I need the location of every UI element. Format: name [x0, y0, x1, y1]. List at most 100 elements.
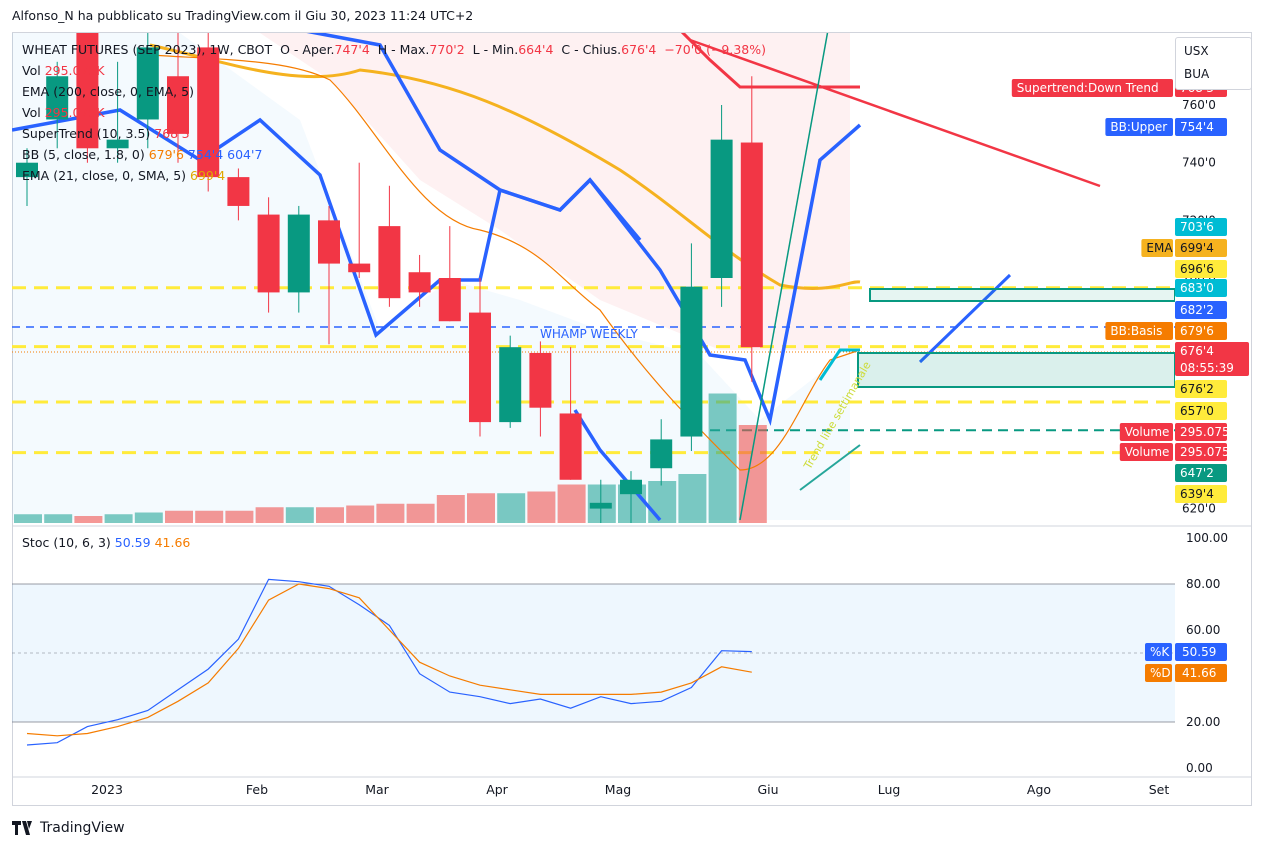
volume-bar-16: [497, 493, 526, 523]
stoch-axis-label-2: 60.00: [1186, 623, 1220, 637]
price-tag-value-bg-12: [1175, 443, 1227, 461]
candle-body-20: [620, 479, 642, 495]
price-tag-value-7: 679'6: [1180, 324, 1214, 338]
price-tag-value-bg-7: [1175, 322, 1227, 340]
stoch-axis-label-1: 80.00: [1186, 577, 1220, 591]
x-label-apr: Apr: [486, 782, 508, 797]
legend-supertrend[interactable]: SuperTrend (10, 3.5) 768'3: [22, 126, 190, 141]
price-tag-label-0: Supertrend:Down Trend: [1017, 81, 1159, 95]
legend-ema21[interactable]: EMA (21, close, 0, SMA, 5) 699'4: [22, 168, 226, 183]
price-tag-label-11: Volume: [1125, 425, 1170, 439]
candle-body-17: [529, 352, 552, 408]
candle-body-12: [378, 226, 401, 299]
supertrend-line: [680, 33, 860, 89]
price-tag-value-14: 639'4: [1180, 487, 1214, 501]
x-label-mag: Mag: [604, 782, 632, 797]
x-label-ago: Ago: [1026, 782, 1052, 797]
candle-body-5: [167, 76, 189, 134]
price-tag-value-5: 683'0: [1180, 281, 1214, 295]
currency-bua: BUA: [1184, 67, 1210, 81]
x-label-giu: Giu: [757, 782, 779, 797]
tradingview-logo-icon: [12, 821, 32, 835]
bb-upper-line: [306, 33, 642, 242]
candle-body-15: [469, 312, 491, 423]
x-label-lug: Lug: [877, 782, 901, 797]
support-trendline: [739, 33, 829, 521]
price-tag-label-bg-11: [1119, 423, 1173, 441]
candle-body-14: [438, 278, 461, 322]
volume-bar-5: [165, 510, 193, 523]
legend-ema200[interactable]: EMA (200, close, 0, EMA, 5): [22, 84, 194, 99]
bb-basis-line: [149, 54, 861, 471]
price-tag-label-bg-7: [1105, 322, 1173, 340]
volume-bar-21: [648, 481, 677, 523]
candle-body-10: [318, 220, 340, 264]
volume-bar-2: [74, 516, 103, 523]
resistance-trendline: [689, 38, 1101, 188]
price-tag-value-bg-14: [1175, 485, 1227, 503]
volume-bar-17: [527, 491, 556, 523]
candle-body-3: [106, 139, 129, 149]
legend-symbol-row[interactable]: WHEAT FUTURES (SEP 2023), 1W, CBOT O - A…: [22, 42, 767, 57]
volume-bar-10: [316, 507, 344, 523]
volume-bar-3: [104, 514, 133, 523]
volume-bar-18: [557, 484, 586, 523]
price-axis-label-1: 760'0: [1182, 98, 1216, 112]
stoch-tag-bg-0: [1145, 643, 1172, 661]
candle-body-24: [740, 142, 763, 348]
legend-vol-1[interactable]: Vol 295.075K: [22, 63, 105, 78]
legend-stoch[interactable]: Stoc (10, 6, 3) 50.59 41.66: [22, 535, 191, 550]
legend-bb[interactable]: BB (5, close, 1.8, 0) 679'6 754'4 604'7: [22, 147, 263, 162]
bb-basis-cyan: [818, 348, 860, 381]
legend-change: −70'0 (−9.38%): [664, 42, 767, 57]
volume-bar-11: [346, 505, 375, 523]
volume-bar-6: [195, 510, 224, 523]
stoch-axis-label-3: 20.00: [1186, 715, 1220, 729]
currency-usx: USX: [1184, 44, 1209, 58]
resistance-zone: [869, 288, 1175, 302]
candle-body-7: [227, 177, 250, 206]
price-tag-value-bg-13: [1175, 464, 1227, 482]
stoch-k-line: [26, 578, 752, 746]
price-tag-label-1: BB:Upper: [1110, 120, 1167, 134]
price-tag-value-bg-10: [1175, 402, 1227, 420]
bb-lower-tail: [573, 409, 662, 522]
price-tag-label-bg-12: [1119, 443, 1173, 461]
price-tag-value-11: 295.075K: [1180, 425, 1239, 439]
stoch-tag-label-0: %K: [1150, 645, 1170, 659]
price-tag-value-9: 676'2: [1180, 382, 1214, 396]
stoch-tag-value-1: 41.66: [1182, 666, 1216, 680]
price-tag-label-7: BB:Basis: [1110, 324, 1162, 338]
candle-body-6: [197, 47, 220, 178]
price-tag-label-bg-3: [1141, 239, 1173, 257]
price-tag-value-bg-8: [1175, 342, 1249, 376]
stoch-tag-value-0: 50.59: [1182, 645, 1216, 659]
price-tag-value-13: 647'2: [1180, 466, 1214, 480]
price-tag-value-bg-3: [1175, 239, 1227, 257]
chart-frame: [12, 32, 1252, 806]
price-tag-value-8: 676'4: [1180, 344, 1214, 358]
volume-bar-23: [708, 393, 737, 523]
candle-body-19: [589, 502, 612, 509]
volume-bar-22: [678, 474, 707, 523]
candle-body-11: [348, 263, 371, 273]
tradingview-logo[interactable]: TradingView: [12, 820, 125, 836]
price-tag-value-bg-4: [1175, 260, 1227, 278]
support-zone: [857, 352, 1175, 388]
candle-body-23: [710, 139, 733, 278]
price-axis-label-2: 740'0: [1182, 156, 1216, 170]
volume-bar-13: [406, 503, 435, 523]
price-tag-value-bg-9: [1175, 380, 1227, 398]
candle-body-2: [76, 33, 99, 149]
currency-box[interactable]: [1175, 37, 1252, 90]
stoch-tag-value-bg-1: [1175, 664, 1227, 682]
x-label-feb: Feb: [245, 782, 269, 797]
price-tag-value-bg-11: [1175, 423, 1227, 441]
legend-vol-2[interactable]: Vol 295.075K: [22, 105, 105, 120]
x-label-mar: Mar: [365, 782, 389, 797]
stoch-tag-label-1: %D: [1150, 666, 1171, 680]
candle-body-1: [46, 76, 69, 120]
stoch-axis-label-4: 0.00: [1186, 761, 1213, 775]
